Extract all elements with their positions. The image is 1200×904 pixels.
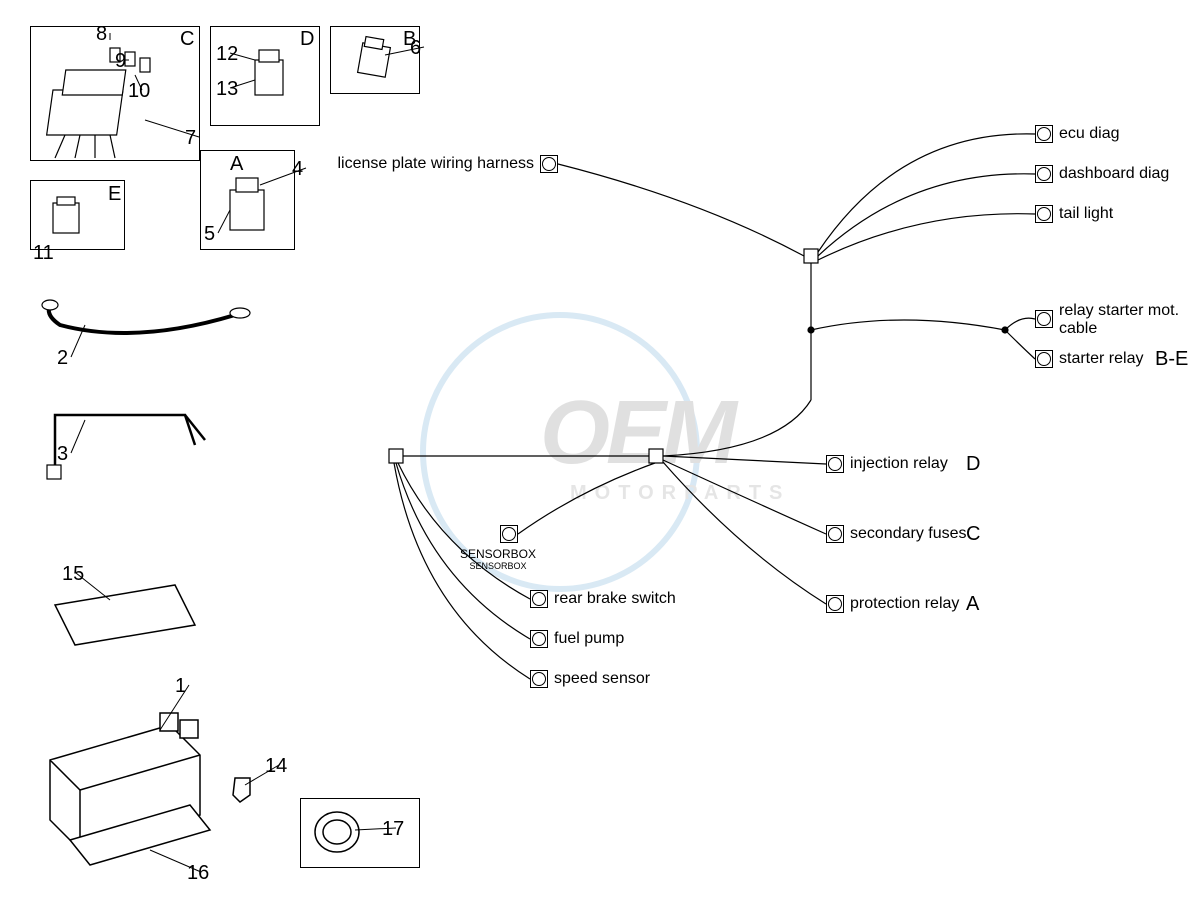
suffix-protection_relay: A	[966, 593, 979, 616]
node-tail_light	[1035, 205, 1053, 223]
callout-1: 1	[175, 675, 186, 698]
callout-9: 9	[115, 50, 126, 73]
node-dashboard_diag	[1035, 165, 1053, 183]
node-license_plate	[540, 155, 558, 173]
label-relay_starter: relay starter mot.cable	[1059, 302, 1179, 337]
label-fuel_pump: fuel pump	[554, 630, 624, 648]
node-protection_relay	[826, 595, 844, 613]
label-secondary_fuses: secondary fuses	[850, 525, 967, 543]
node-ecu_diag	[1035, 125, 1053, 143]
box-letter-a: A	[230, 153, 243, 176]
callout-16: 16	[187, 862, 209, 885]
label-dashboard_diag: dashboard diag	[1059, 165, 1169, 183]
label-protection_relay: protection relay	[850, 595, 959, 613]
node-sensorbox	[500, 525, 518, 543]
callout-7: 7	[185, 127, 196, 150]
suffix-starter_relay: B-E	[1155, 348, 1188, 371]
box-letter-c: C	[180, 28, 194, 51]
node-rear_brake	[530, 590, 548, 608]
node-injection_relay	[826, 455, 844, 473]
callout-4: 4	[292, 158, 303, 181]
callout-11: 11	[33, 242, 54, 265]
callout-6: 6	[410, 37, 421, 60]
label-speed_sensor: speed sensor	[554, 670, 650, 688]
label-starter_relay: starter relay	[1059, 350, 1143, 368]
node-speed_sensor	[530, 670, 548, 688]
suffix-injection_relay: D	[966, 453, 980, 476]
node-relay_starter	[1035, 310, 1053, 328]
label-license_plate: license plate wiring harness	[337, 155, 534, 173]
callout-3: 3	[57, 443, 68, 466]
node-secondary_fuses	[826, 525, 844, 543]
label-tail_light: tail light	[1059, 205, 1113, 223]
callout-10: 10	[128, 80, 150, 103]
callout-13: 13	[216, 78, 238, 101]
callout-17: 17	[382, 818, 404, 841]
callout-2: 2	[57, 347, 68, 370]
box-letter-d: D	[300, 28, 314, 51]
callout-14: 14	[265, 755, 287, 778]
callout-8: 8	[96, 23, 107, 46]
box-letter-e: E	[108, 183, 121, 206]
label-ecu_diag: ecu diag	[1059, 125, 1120, 143]
node-fuel_pump	[530, 630, 548, 648]
node-starter_relay	[1035, 350, 1053, 368]
callout-12: 12	[216, 43, 238, 66]
label-rear_brake: rear brake switch	[554, 590, 676, 608]
suffix-secondary_fuses: C	[966, 523, 980, 546]
callout-5: 5	[204, 223, 215, 246]
callout-15: 15	[62, 563, 84, 586]
label-injection_relay: injection relay	[850, 455, 948, 473]
label-sensorbox: SENSORBOXSENSORBOX	[460, 547, 536, 571]
wiring-diagram	[0, 0, 1200, 904]
